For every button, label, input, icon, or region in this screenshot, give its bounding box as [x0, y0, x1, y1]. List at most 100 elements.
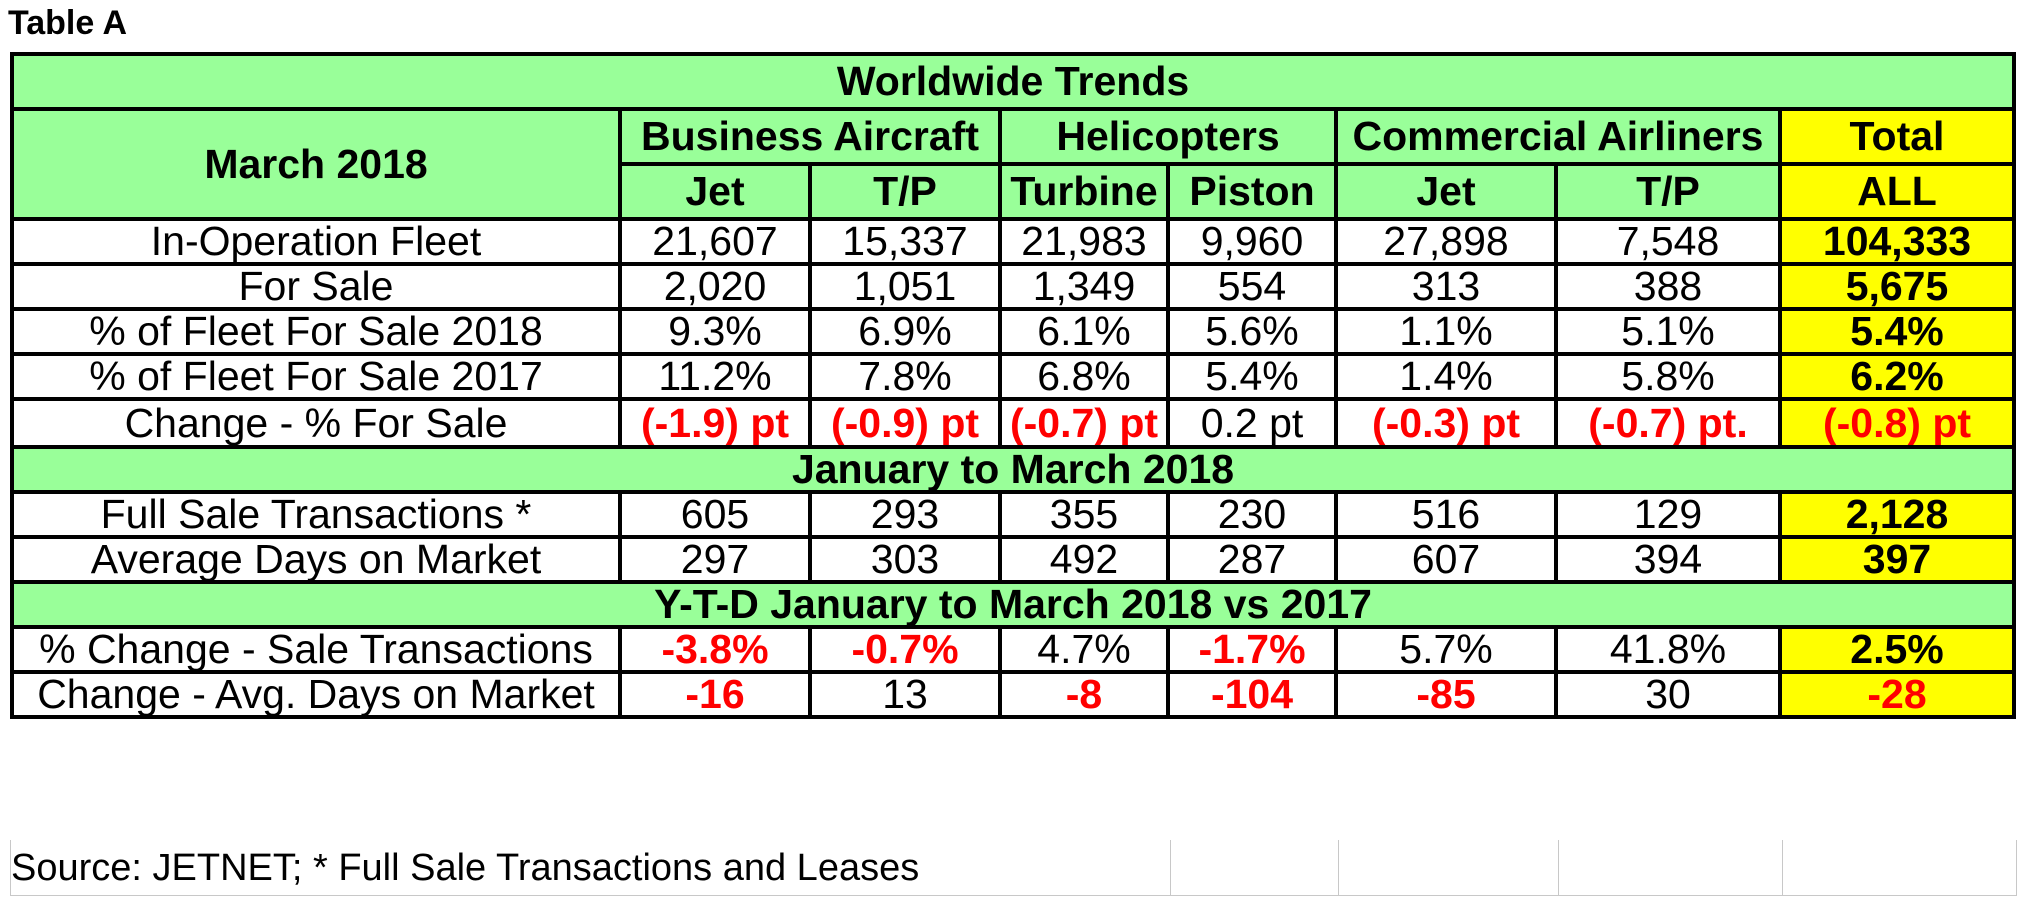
value-cell: 41.8%: [1554, 625, 1782, 674]
value-cell: (-1.9) pt: [618, 397, 812, 449]
value-cell: (-0.7) pt.: [1554, 397, 1782, 449]
sub-helicopter-piston: Piston: [1166, 162, 1338, 221]
table-row: For Sale 2,020 1,051 1,349 554 313 388 5,675: [10, 262, 2016, 311]
value-cell: 6.8%: [998, 352, 1170, 401]
sub-business-jet: Jet: [618, 162, 812, 221]
value-cell: 4.7%: [998, 625, 1170, 674]
value-cell: 607: [1334, 535, 1558, 584]
value-cell: 1.1%: [1334, 307, 1558, 356]
value-cell: 5.7%: [1334, 625, 1558, 674]
value-cell: 2,020: [618, 262, 812, 311]
value-cell: (-0.7) pt: [998, 397, 1170, 449]
value-cell: -16: [618, 670, 812, 719]
total-cell: 6.2%: [1778, 352, 2016, 401]
empty-cell: [1782, 840, 2017, 896]
value-cell: 605: [618, 490, 812, 539]
row-label: Full Sale Transactions *: [10, 490, 622, 539]
row-label: Average Days on Market: [10, 535, 622, 584]
value-cell: -0.7%: [808, 625, 1002, 674]
value-cell: 9.3%: [618, 307, 812, 356]
source-note: Source: JETNET; * Full Sale Transactions…: [10, 840, 1171, 896]
value-cell: -3.8%: [618, 625, 812, 674]
table-row: Change - Avg. Days on Market -16 13 -8 -104-…: [10, 670, 2016, 719]
value-cell: 21,983: [998, 217, 1170, 266]
value-cell: 492: [998, 535, 1170, 584]
value-cell: 27,898: [1334, 217, 1558, 266]
value-cell: 287: [1166, 535, 1338, 584]
value-cell: 6.9%: [808, 307, 1002, 356]
total-cell: 5.4%: [1778, 307, 2016, 356]
group-commercial-airliners: Commercial Airliners: [1334, 107, 1782, 166]
value-cell: 1,051: [808, 262, 1002, 311]
value-cell: 297: [618, 535, 812, 584]
value-cell: -104: [1166, 670, 1338, 719]
total-cell: 397: [1778, 535, 2016, 584]
row-label: For Sale: [10, 262, 622, 311]
value-cell: 129: [1554, 490, 1782, 539]
value-cell: 0.2 pt: [1166, 397, 1338, 449]
total-cell: 104,333: [1778, 217, 2016, 266]
table-title: Table A: [8, 4, 128, 42]
value-cell: 1.4%: [1334, 352, 1558, 401]
value-cell: 5.6%: [1166, 307, 1338, 356]
table-row: % of Fleet For Sale 2018 9.3% 6.9% 6.1% 5.6%…: [10, 307, 2016, 356]
value-cell: 15,337: [808, 217, 1002, 266]
value-cell: 21,607: [618, 217, 812, 266]
value-cell: 516: [1334, 490, 1558, 539]
row-label: Change - Avg. Days on Market: [10, 670, 622, 719]
value-cell: 5.4%: [1166, 352, 1338, 401]
table-row: Average Days on Market 297 303 492 287 607 394…: [10, 535, 2016, 584]
section-heading: Y-T-D January to March 2018 vs 2017: [10, 580, 2016, 629]
value-cell: 313: [1334, 262, 1558, 311]
value-cell: 388: [1554, 262, 1782, 311]
total-cell: 5,675: [1778, 262, 2016, 311]
row-label: % Change - Sale Transactions: [10, 625, 622, 674]
row-label: Change - % For Sale: [10, 397, 622, 449]
table-row: In-Operation Fleet 21,607 15,337 21,983 9,96…: [10, 217, 2016, 266]
value-cell: 5.8%: [1554, 352, 1782, 401]
group-helicopters: Helicopters: [998, 107, 1338, 166]
total-cell: -28: [1778, 670, 2016, 719]
sub-helicopter-turbine: Turbine: [998, 162, 1170, 221]
table-row: Change - % For Sale (-1.9) pt (-0.9) pt (-0…: [10, 397, 2016, 449]
row-label: % of Fleet For Sale 2017: [10, 352, 622, 401]
value-cell: 5.1%: [1554, 307, 1782, 356]
empty-cell: [1338, 840, 1559, 896]
total-cell: 2.5%: [1778, 625, 2016, 674]
group-business-aircraft: Business Aircraft: [618, 107, 1002, 166]
value-cell: 9,960: [1166, 217, 1338, 266]
value-cell: 13: [808, 670, 1002, 719]
empty-cell: [1170, 840, 1339, 896]
value-cell: 6.1%: [998, 307, 1170, 356]
value-cell: 7,548: [1554, 217, 1782, 266]
sub-total-all: ALL: [1778, 162, 2016, 221]
total-cell: (-0.8) pt: [1778, 397, 2016, 449]
value-cell: 394: [1554, 535, 1782, 584]
value-cell: 7.8%: [808, 352, 1002, 401]
value-cell: 303: [808, 535, 1002, 584]
value-cell: -8: [998, 670, 1170, 719]
source-footer: Source: JETNET; * Full Sale Transactions…: [10, 840, 2017, 896]
value-cell: (-0.3) pt: [1334, 397, 1558, 449]
value-cell: 30: [1554, 670, 1782, 719]
row-label: In-Operation Fleet: [10, 217, 622, 266]
table-row: Full Sale Transactions * 605 293 355 230 516 1…: [10, 490, 2016, 539]
empty-cell: [1558, 840, 1783, 896]
value-cell: 554: [1166, 262, 1338, 311]
main-header: Worldwide Trends: [10, 52, 2016, 111]
sub-airliner-tp: T/P: [1554, 162, 1782, 221]
value-cell: 230: [1166, 490, 1338, 539]
value-cell: -1.7%: [1166, 625, 1338, 674]
section-heading: January to March 2018: [10, 445, 2016, 494]
value-cell: -85: [1334, 670, 1558, 719]
value-cell: (-0.9) pt: [808, 397, 1002, 449]
worldwide-trends-table: Worldwide Trends March 2018 Business Air…: [10, 52, 2016, 719]
value-cell: 355: [998, 490, 1170, 539]
value-cell: 293: [808, 490, 1002, 539]
table-row: % Change - Sale Transactions -3.8% -0.7% 4.…: [10, 625, 2016, 674]
row-label: % of Fleet For Sale 2018: [10, 307, 622, 356]
sub-business-tp: T/P: [808, 162, 1002, 221]
group-total: Total: [1778, 107, 2016, 166]
total-cell: 2,128: [1778, 490, 2016, 539]
value-cell: 11.2%: [618, 352, 812, 401]
